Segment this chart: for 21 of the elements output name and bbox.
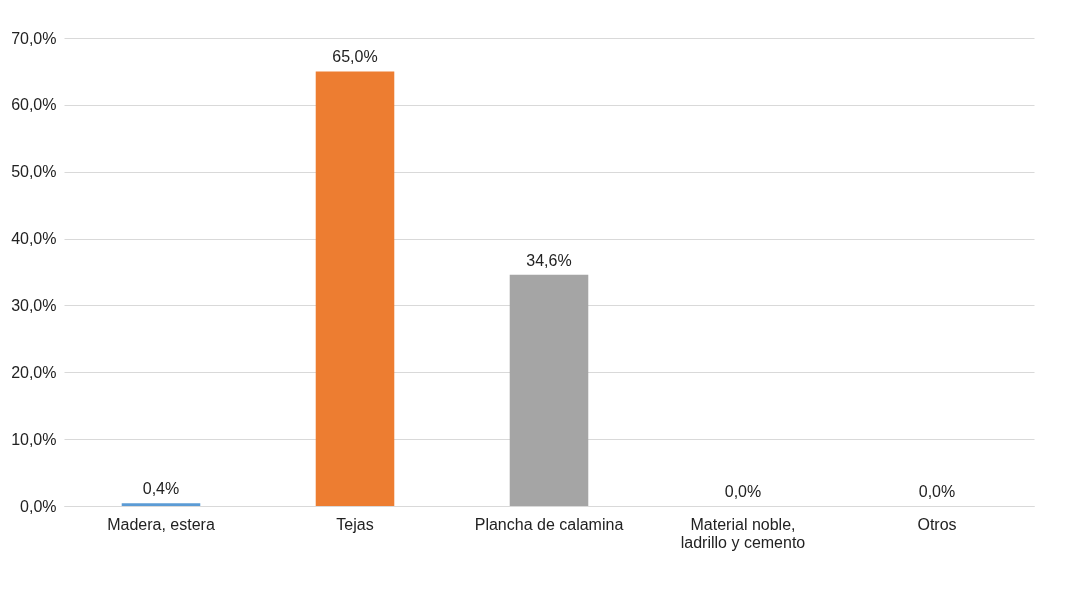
y-tick-label: 10,0% <box>11 430 57 448</box>
data-label: 0,4% <box>142 480 180 498</box>
y-tick-label: 40,0% <box>11 230 57 248</box>
y-tick-label: 50,0% <box>11 163 57 181</box>
data-label: 0,0% <box>724 483 762 500</box>
bar <box>509 274 589 506</box>
y-tick-label: 20,0% <box>11 363 57 381</box>
bar <box>121 503 201 506</box>
bar <box>315 71 395 506</box>
y-tick-label: 60,0% <box>11 96 57 114</box>
x-tick-label: Plancha de calamina <box>474 515 624 533</box>
data-label: 34,6% <box>526 251 572 269</box>
data-label: 65,0% <box>332 48 378 66</box>
data-label: 0,0% <box>918 483 956 500</box>
y-tick-label: 0,0% <box>20 497 57 515</box>
x-tick-label: Tejas <box>336 515 374 533</box>
x-tick-label: Material noble, ladrillo y cemento <box>680 515 806 551</box>
x-tick-label: Madera, estera <box>107 515 215 533</box>
y-tick-label: 70,0% <box>11 29 57 47</box>
x-tick-label: Otros <box>917 515 957 533</box>
y-tick-label: 30,0% <box>11 296 57 314</box>
